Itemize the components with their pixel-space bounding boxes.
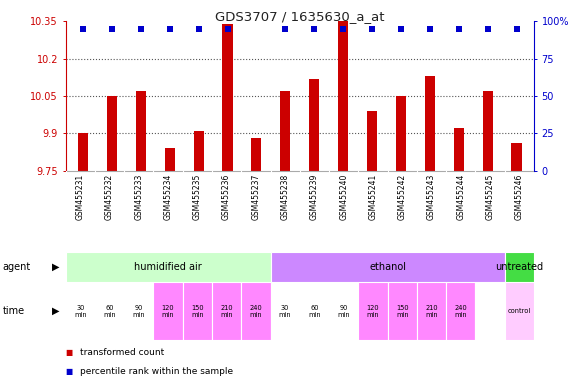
Text: 240
min: 240 min <box>250 305 262 318</box>
Bar <box>212 282 241 340</box>
Text: GSM455231: GSM455231 <box>76 173 85 220</box>
Text: humidified air: humidified air <box>134 262 202 272</box>
Bar <box>95 282 124 340</box>
Bar <box>78 134 88 171</box>
Bar <box>124 282 154 340</box>
Text: GSM455239: GSM455239 <box>310 173 319 220</box>
Bar <box>505 282 534 340</box>
Bar <box>241 282 271 340</box>
Text: GSM455242: GSM455242 <box>397 173 407 220</box>
Text: ethanol: ethanol <box>369 262 406 272</box>
Text: GDS3707 / 1635630_a_at: GDS3707 / 1635630_a_at <box>215 10 384 23</box>
Text: GSM455237: GSM455237 <box>251 173 260 220</box>
Text: GSM455240: GSM455240 <box>339 173 348 220</box>
Bar <box>251 138 262 171</box>
Bar <box>505 252 534 282</box>
Bar <box>417 282 446 340</box>
Text: untreated: untreated <box>495 262 544 272</box>
Text: GSM455245: GSM455245 <box>485 173 494 220</box>
Bar <box>396 96 406 171</box>
Bar <box>425 76 435 171</box>
Bar <box>183 282 212 340</box>
Text: GSM455236: GSM455236 <box>222 173 231 220</box>
Text: agent: agent <box>3 262 31 272</box>
Text: control: control <box>508 308 531 314</box>
Bar <box>338 21 348 171</box>
Bar <box>367 111 377 171</box>
Bar <box>482 91 493 171</box>
Bar <box>454 129 464 171</box>
Text: GSM455235: GSM455235 <box>193 173 202 220</box>
Text: 90
min: 90 min <box>337 305 350 318</box>
Bar <box>512 144 521 171</box>
Bar <box>359 282 388 340</box>
Bar <box>388 282 417 340</box>
Bar <box>66 282 95 340</box>
Text: 90
min: 90 min <box>132 305 145 318</box>
Text: 60
min: 60 min <box>103 305 116 318</box>
Bar <box>223 24 232 171</box>
Text: GSM455246: GSM455246 <box>514 173 524 220</box>
Text: ▶: ▶ <box>53 262 60 272</box>
Text: 150
min: 150 min <box>191 305 204 318</box>
Bar <box>280 91 291 171</box>
Text: ■: ■ <box>66 367 73 376</box>
Bar <box>164 149 175 171</box>
Text: GSM455241: GSM455241 <box>368 173 377 220</box>
Text: 150
min: 150 min <box>396 305 408 318</box>
Bar <box>300 282 329 340</box>
Text: percentile rank within the sample: percentile rank within the sample <box>80 367 233 376</box>
Text: GSM455233: GSM455233 <box>134 173 143 220</box>
Text: 240
min: 240 min <box>455 305 467 318</box>
Text: 30
min: 30 min <box>279 305 291 318</box>
Bar <box>446 282 475 340</box>
Text: 210
min: 210 min <box>220 305 233 318</box>
Text: 210
min: 210 min <box>425 305 438 318</box>
Text: transformed count: transformed count <box>80 348 164 357</box>
Text: GSM455244: GSM455244 <box>456 173 465 220</box>
Text: 60
min: 60 min <box>308 305 321 318</box>
Bar <box>309 79 319 171</box>
Bar <box>154 282 183 340</box>
Bar <box>107 96 117 171</box>
Text: 120
min: 120 min <box>162 305 174 318</box>
Text: GSM455238: GSM455238 <box>280 173 289 220</box>
Bar <box>136 91 146 171</box>
Text: 30
min: 30 min <box>74 305 87 318</box>
Text: time: time <box>3 306 25 316</box>
Text: ▶: ▶ <box>53 306 60 316</box>
Text: ■: ■ <box>66 348 73 357</box>
Text: GSM455234: GSM455234 <box>163 173 172 220</box>
Text: GSM455243: GSM455243 <box>427 173 436 220</box>
Text: GSM455232: GSM455232 <box>105 173 114 220</box>
Bar <box>329 282 359 340</box>
Text: 120
min: 120 min <box>367 305 379 318</box>
Bar <box>194 131 204 171</box>
Bar <box>271 252 505 282</box>
Bar <box>475 282 505 340</box>
Bar <box>271 282 300 340</box>
Bar <box>66 252 271 282</box>
